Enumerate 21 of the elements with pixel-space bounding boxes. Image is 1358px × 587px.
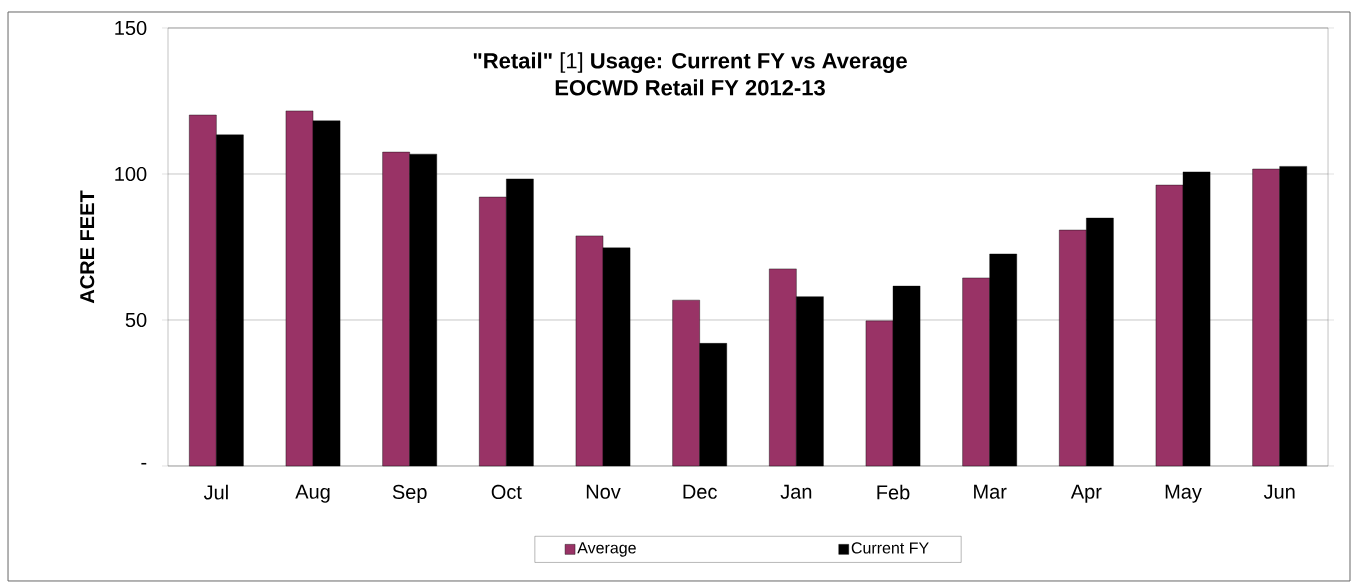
y-tick-label: - [141, 462, 147, 465]
y-tick-label: 150 [115, 20, 147, 36]
legend-label: Average [577, 542, 636, 557]
x-tick-label: Jun [1263, 484, 1295, 499]
x-tick-label: May [1165, 484, 1202, 503]
x-tick-label: Oct [491, 484, 522, 500]
legend-label: Current FY [851, 542, 929, 554]
x-tick-label: Jan [780, 484, 812, 499]
text: EOCWD Retail FY 2012-13 [555, 79, 825, 96]
x-tick-label: Sep [392, 484, 427, 503]
x-tick-label: Apr [1070, 484, 1102, 503]
y-axis-title: ACRE FEET [80, 190, 95, 304]
x-tick-label: Dec [683, 484, 717, 499]
x-tick-label: Nov [586, 484, 621, 499]
x-tick-label: Aug [295, 484, 330, 503]
x-tick-label: Jul [203, 484, 228, 500]
x-tick-label: Feb [877, 484, 910, 500]
text: "Retail" [1] Usage: Current FY vs Average [473, 52, 907, 73]
x-tick-label: Mar [974, 484, 1007, 499]
y-tick-label: 100 [115, 166, 147, 182]
y-tick-label: 50 [125, 312, 147, 328]
